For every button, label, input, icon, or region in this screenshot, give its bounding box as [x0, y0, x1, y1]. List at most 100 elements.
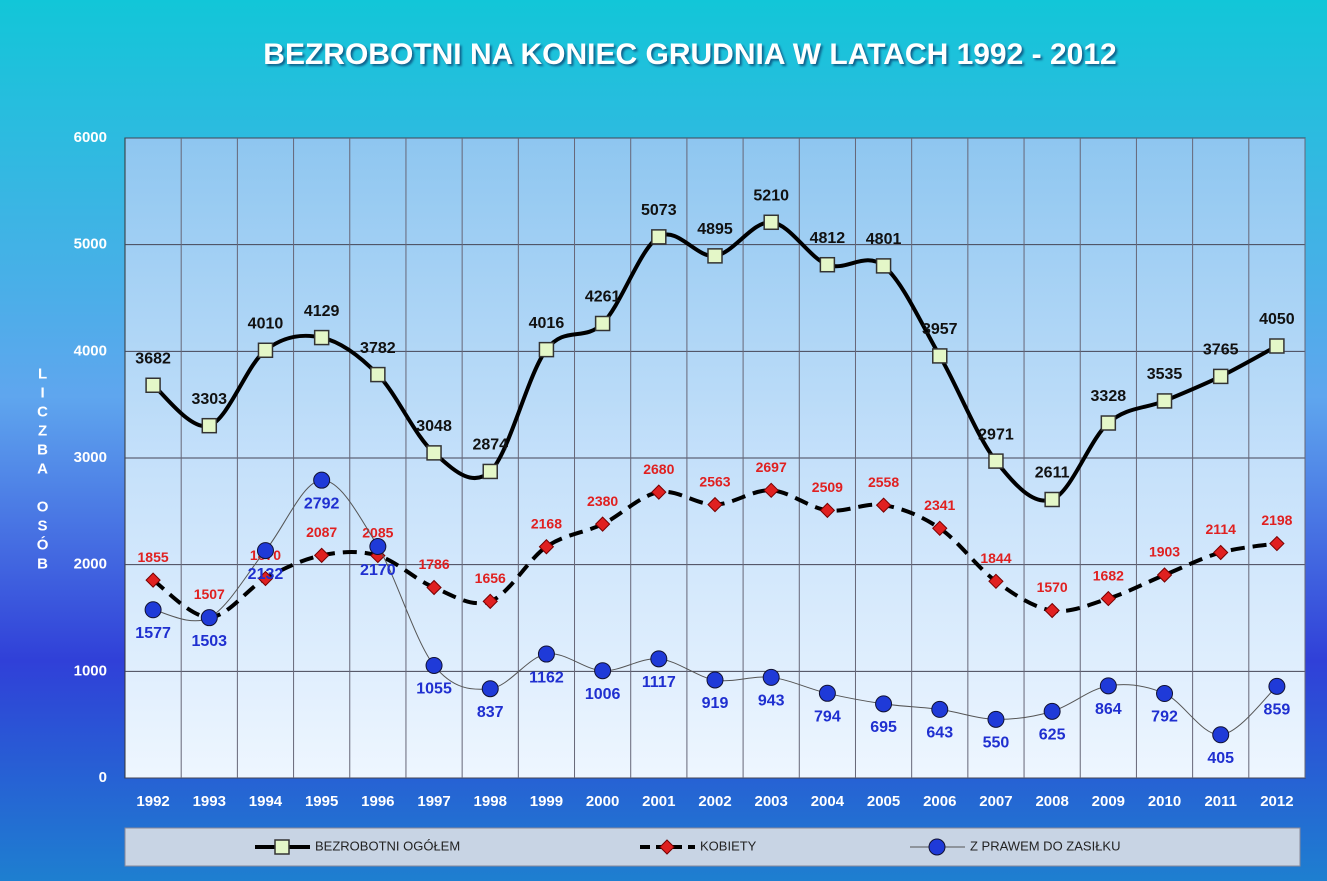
data-label: 405	[1207, 750, 1234, 767]
data-point	[819, 256, 836, 273]
data-label: 695	[870, 719, 897, 736]
data-label: 3535	[1147, 366, 1183, 383]
data-point	[762, 668, 780, 686]
data-point	[1213, 544, 1229, 561]
data-point	[931, 700, 949, 718]
data-label: 943	[758, 693, 785, 710]
data-label: 3782	[360, 340, 396, 357]
data-point	[1268, 677, 1286, 695]
data-point	[482, 593, 498, 610]
x-tick-label: 2003	[755, 793, 788, 810]
data-point	[313, 547, 330, 564]
y-tick-label: 5000	[74, 236, 107, 253]
data-label: 2792	[304, 495, 340, 512]
data-label: 3303	[191, 391, 227, 408]
data-point	[875, 497, 892, 513]
data-label: 1844	[980, 550, 1011, 566]
data-label: 1682	[1093, 567, 1124, 583]
data-point	[145, 572, 161, 588]
data-point	[875, 258, 892, 274]
data-point	[875, 695, 893, 713]
series-line	[151, 488, 1278, 620]
x-tick-label: 2001	[642, 793, 675, 810]
data-point	[145, 377, 161, 394]
data-label: 1570	[1037, 579, 1068, 595]
data-label: 859	[1264, 702, 1291, 719]
data-label: 2087	[306, 524, 337, 540]
data-label: 1055	[416, 681, 452, 698]
data-label: 2611	[1035, 465, 1070, 482]
data-label: 2198	[1261, 512, 1292, 528]
chart-title: BEZROBOTNI NA KONIEC GRUDNIA W LATACH 19…	[263, 38, 1116, 71]
data-label: 3048	[416, 418, 452, 435]
data-point	[988, 573, 1004, 590]
x-tick-label: 2004	[811, 793, 845, 810]
data-label: 919	[702, 695, 729, 712]
data-point	[538, 341, 555, 358]
legend-label: KOBIETY	[700, 838, 757, 853]
data-point	[1212, 368, 1229, 385]
y-tick-label: 6000	[74, 129, 107, 146]
data-point	[763, 214, 779, 231]
x-tick-label: 1997	[417, 793, 450, 810]
data-point	[313, 471, 331, 489]
data-label: 4129	[304, 303, 340, 320]
data-label: 3328	[1091, 388, 1127, 405]
data-label: 2680	[643, 461, 674, 477]
x-tick-label: 2006	[923, 793, 956, 810]
data-label: 2170	[360, 562, 396, 579]
data-label: 2563	[699, 473, 730, 489]
x-tick-label: 2002	[698, 793, 731, 810]
data-label: 837	[477, 704, 504, 721]
data-point	[144, 601, 162, 619]
data-point	[763, 482, 779, 499]
data-label: 4801	[866, 231, 902, 248]
data-point	[200, 609, 218, 627]
data-point	[594, 315, 611, 332]
data-label: 2132	[248, 566, 284, 583]
data-label: 2380	[587, 493, 618, 509]
data-point	[370, 366, 386, 383]
x-tick-label: 1998	[474, 793, 507, 810]
data-point	[256, 542, 274, 560]
data-label: 2874	[472, 437, 508, 454]
data-point	[594, 662, 612, 680]
data-point	[1099, 677, 1117, 695]
data-label: 3765	[1203, 342, 1239, 359]
y-tick-label: 3000	[74, 449, 107, 466]
x-tick-label: 2010	[1148, 793, 1181, 810]
data-point	[818, 684, 836, 702]
data-label: 2558	[868, 474, 899, 490]
data-point	[819, 502, 836, 519]
y-tick-label: 4000	[74, 342, 107, 359]
data-point	[650, 650, 668, 668]
x-tick-label: 2009	[1092, 793, 1125, 810]
data-point	[481, 680, 499, 698]
x-tick-label: 1992	[136, 793, 169, 810]
data-point	[537, 645, 555, 663]
x-tick-label: 1999	[530, 793, 563, 810]
data-point	[1100, 415, 1117, 431]
data-label: 1162	[529, 669, 564, 686]
data-point	[1269, 535, 1285, 552]
data-label: 1006	[585, 686, 621, 703]
data-point	[706, 671, 724, 689]
x-tick-label: 2000	[586, 793, 619, 810]
data-label: 1656	[475, 570, 506, 586]
data-point	[707, 496, 723, 513]
legend-label: Z PRAWEM DO ZASIŁKU	[970, 838, 1120, 853]
data-label: 4010	[248, 315, 284, 332]
x-tick-label: 2005	[867, 793, 900, 810]
data-label: 1577	[135, 625, 171, 642]
data-label: 3957	[922, 321, 958, 338]
data-label: 1855	[138, 549, 169, 565]
data-label: 4261	[585, 289, 621, 306]
legend-label: BEZROBOTNI OGÓŁEM	[315, 838, 460, 853]
data-label: 2509	[812, 479, 843, 495]
data-label: 2085	[362, 524, 393, 540]
data-point	[201, 417, 218, 434]
data-point	[988, 453, 1004, 469]
data-label: 2697	[756, 459, 787, 475]
data-point	[1100, 590, 1117, 607]
x-tick-label: 1995	[305, 793, 338, 810]
